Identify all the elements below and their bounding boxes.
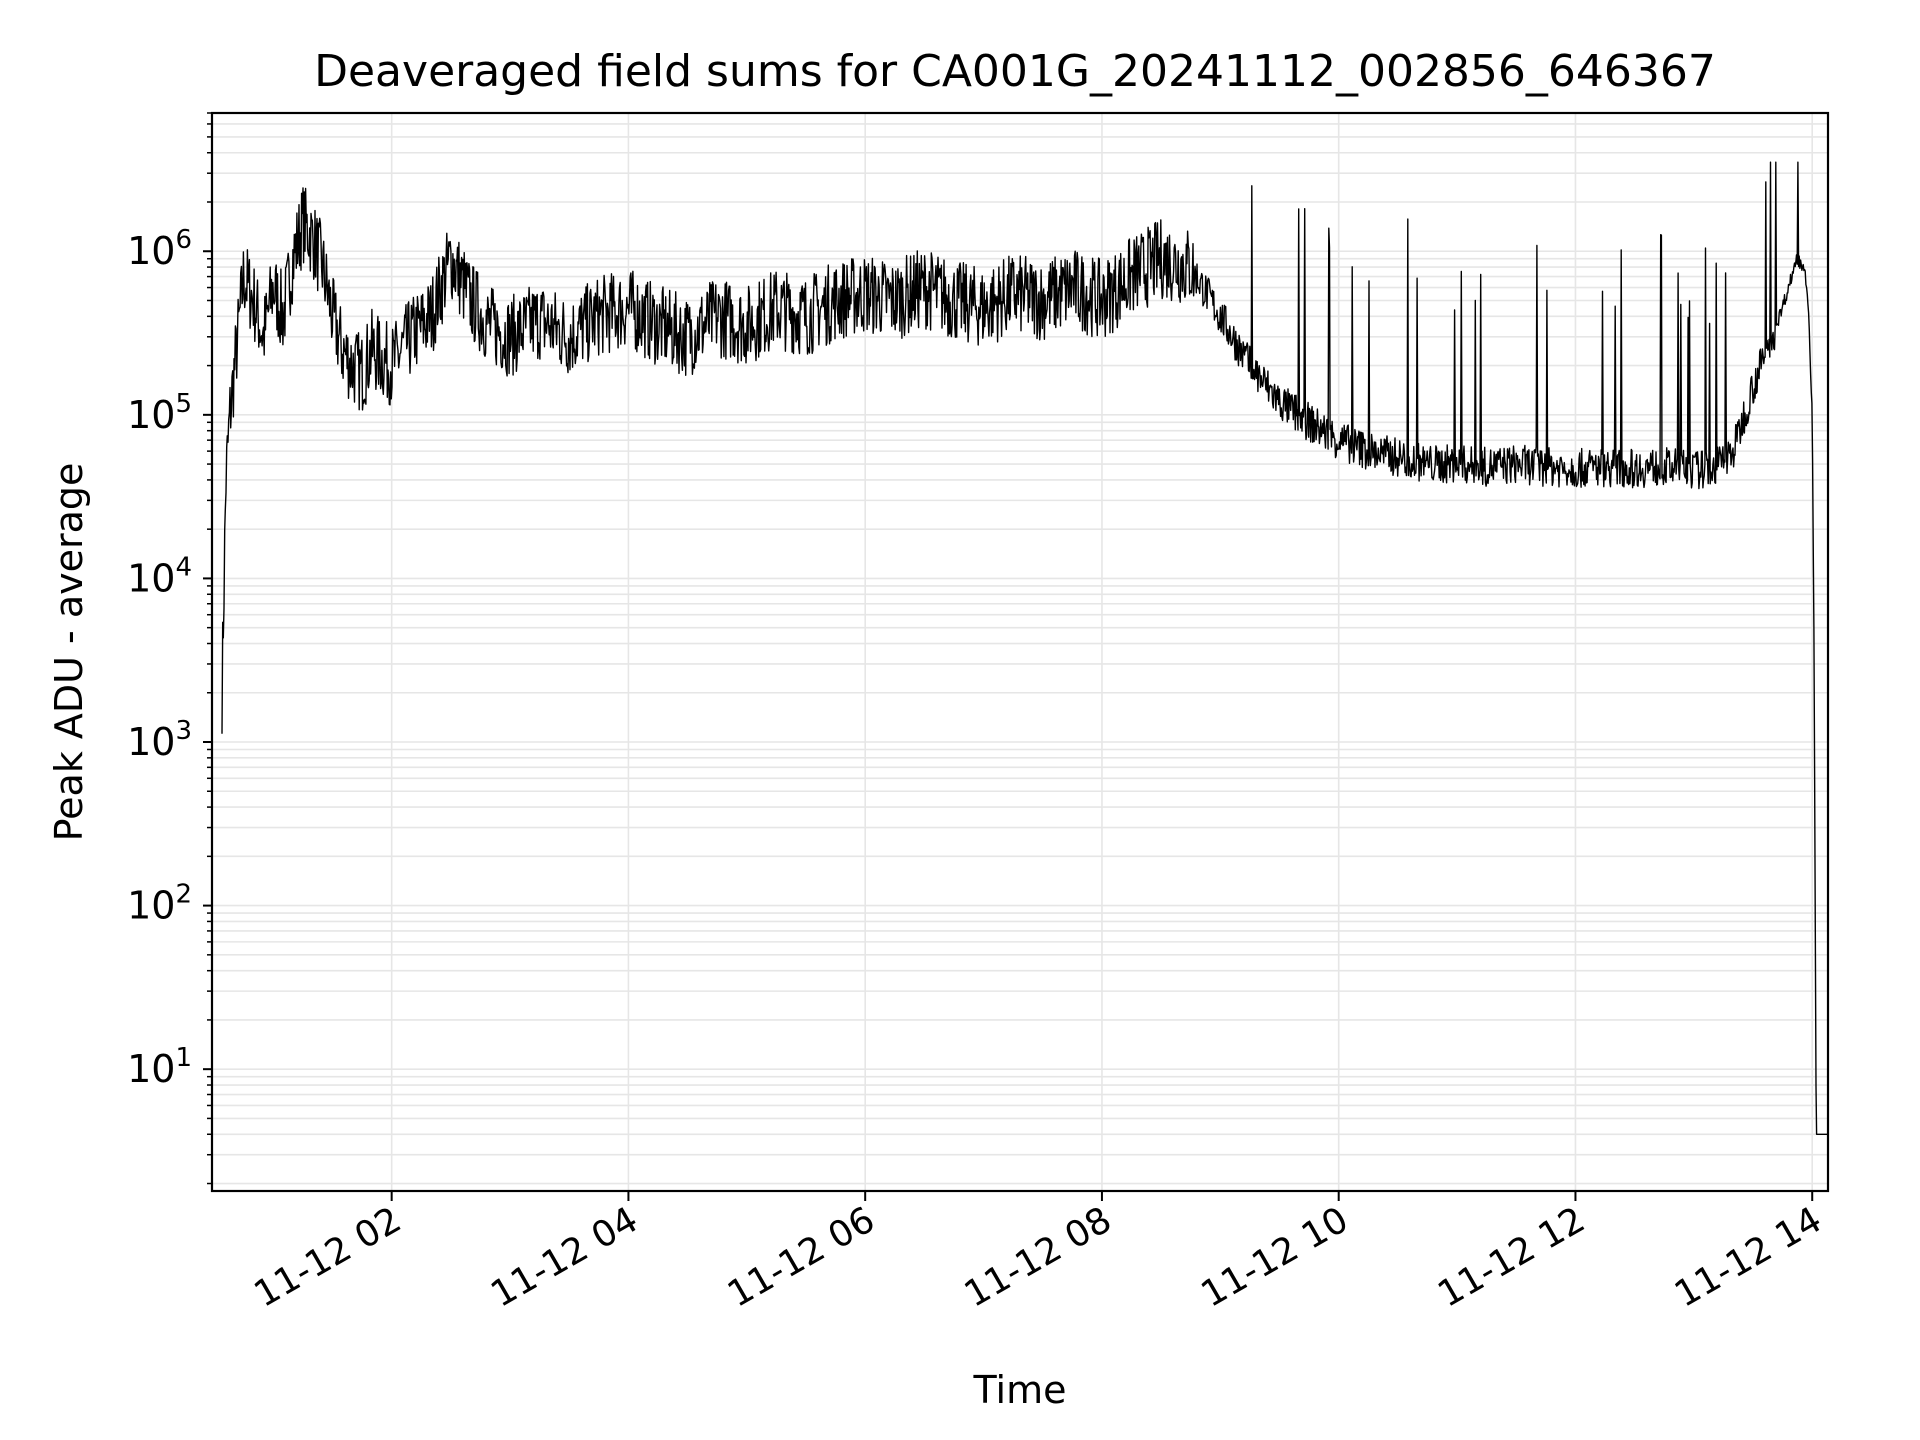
y-tick-label: 102: [127, 880, 192, 928]
y-tick-label: 105: [127, 389, 192, 437]
y-axis-label: Peak ADU - average: [47, 463, 91, 842]
series-line: [221, 161, 1829, 1136]
y-tick-label: 103: [127, 716, 192, 764]
y-axis-ticks: 101 102 103 104 105 106: [127, 112, 212, 1185]
x-axis-label: Time: [973, 1368, 1067, 1412]
chart-title: Deaveraged field sums for CA001G_2024111…: [314, 46, 1716, 97]
y-tick-label: 106: [127, 225, 192, 273]
y-tick-label: 101: [127, 1043, 192, 1091]
y-tick-label: 104: [127, 552, 192, 600]
plot-area-frame: [210, 111, 1830, 1193]
series-layer: [221, 161, 1829, 1136]
